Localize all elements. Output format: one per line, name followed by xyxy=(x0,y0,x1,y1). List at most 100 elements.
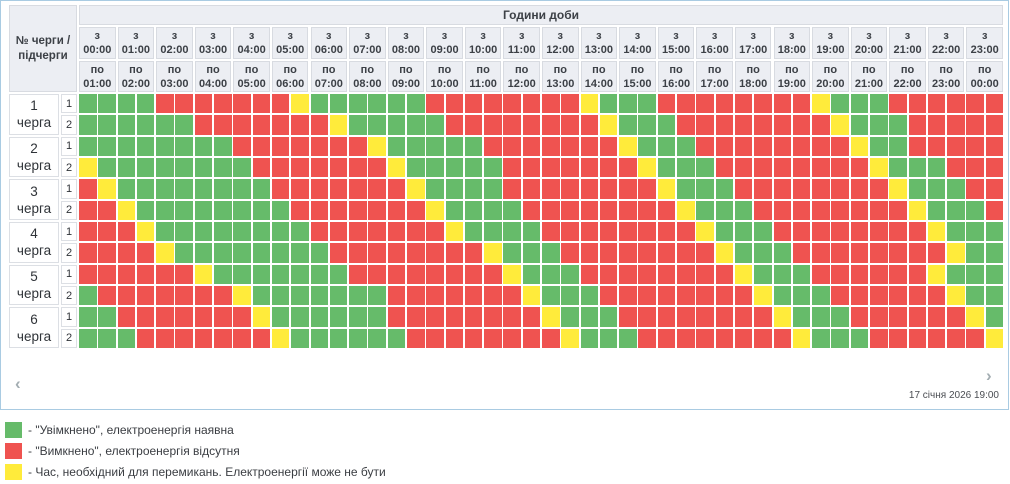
schedule-cell-power-on xyxy=(464,157,483,178)
schedule-cell-power-off xyxy=(291,179,309,199)
schedule-cell-power-off xyxy=(908,94,927,114)
subqueue-label-6-2: 2 xyxy=(61,328,77,348)
schedule-cell-power-on xyxy=(619,94,637,114)
schedule-cell-power-off xyxy=(908,264,927,284)
schedule-cell-power-off xyxy=(580,179,599,199)
schedule-cell-power-on xyxy=(947,264,965,284)
scroll-right-icon[interactable]: › xyxy=(986,366,992,385)
schedule-cell-power-on xyxy=(233,221,251,242)
queue-label-3: 3 черга xyxy=(9,179,59,220)
schedule-cell-power-off xyxy=(619,307,637,327)
hour-to-header: по 05:00 xyxy=(233,61,270,92)
schedule-cell-switching xyxy=(522,285,541,306)
schedule-cell-power-off xyxy=(561,136,579,156)
schedule-cell-power-off xyxy=(966,179,984,199)
schedule-cell-power-on xyxy=(696,200,714,220)
schedule-cell-power-on xyxy=(484,179,502,199)
schedule-cell-switching xyxy=(831,115,849,135)
schedule-cell-power-off xyxy=(715,157,734,178)
schedule-cell-power-off xyxy=(542,115,560,135)
schedule-cell-power-off xyxy=(445,285,464,306)
schedule-cell-power-off xyxy=(484,307,502,327)
schedule-cell-power-off xyxy=(869,200,888,220)
schedule-cell-power-on xyxy=(619,115,637,135)
hour-from-header: з 07:00 xyxy=(349,27,386,59)
schedule-cell-power-on xyxy=(310,243,329,263)
schedule-cell-power-on xyxy=(831,94,849,114)
schedule-cell-power-on xyxy=(561,264,579,284)
hour-from-header: з 06:00 xyxy=(310,27,348,59)
schedule-cell-power-off xyxy=(156,94,174,114)
schedule-cell-power-off xyxy=(175,328,194,348)
schedule-cell-power-off xyxy=(927,115,946,135)
hour-to-header: по 16:00 xyxy=(657,61,695,92)
schedule-cell-power-off xyxy=(561,115,579,135)
schedule-cell-power-off xyxy=(445,115,464,135)
schedule-cell-power-off xyxy=(291,136,309,156)
schedule-cell-power-on xyxy=(194,200,213,220)
schedule-cell-power-off xyxy=(599,200,618,220)
schedule-cell-power-on xyxy=(657,115,676,135)
schedule-cell-power-off xyxy=(445,328,464,348)
schedule-cell-power-off xyxy=(194,94,213,114)
schedule-cell-power-on xyxy=(349,115,367,135)
hour-to-header: по 18:00 xyxy=(734,61,772,92)
schedule-cell-power-off xyxy=(194,115,213,135)
schedule-cell-power-on xyxy=(79,285,97,306)
schedule-cell-power-off xyxy=(734,179,753,199)
hour-to-header: по 20:00 xyxy=(812,61,849,92)
schedule-cell-power-off xyxy=(850,221,869,242)
schedule-cell-switching xyxy=(542,307,560,327)
schedule-cell-power-off xyxy=(638,179,657,199)
schedule-cell-power-off xyxy=(869,264,888,284)
hour-to-header: по 09:00 xyxy=(387,61,425,92)
hour-to-header: по 07:00 xyxy=(310,61,348,92)
schedule-cell-power-on xyxy=(252,221,271,242)
schedule-cell-power-off xyxy=(329,157,348,178)
schedule-cell-power-on xyxy=(812,285,830,306)
schedule-cell-power-on xyxy=(657,136,676,156)
schedule-cell-power-off xyxy=(773,115,792,135)
schedule-cell-power-on xyxy=(464,221,483,242)
schedule-cell-power-off xyxy=(484,94,502,114)
corner-label-line1: № черги / xyxy=(15,34,71,47)
schedule-cell-power-off xyxy=(349,157,367,178)
subqueue-label-1-2: 2 xyxy=(61,115,77,135)
schedule-cell-power-on xyxy=(310,264,329,284)
schedule-cell-power-on xyxy=(869,115,888,135)
schedule-cell-power-off xyxy=(908,328,927,348)
schedule-cell-power-off xyxy=(406,328,425,348)
hour-from-header: з 09:00 xyxy=(426,27,463,59)
schedule-cell-power-on xyxy=(98,94,116,114)
schedule-cell-power-off xyxy=(715,94,734,114)
schedule-cell-switching xyxy=(619,136,637,156)
schedule-cell-power-off xyxy=(406,307,425,327)
schedule-cell-power-off xyxy=(696,94,714,114)
queue-label-5: 5 черга xyxy=(9,264,59,306)
schedule-cell-power-on xyxy=(387,328,406,348)
schedule-cell-power-off xyxy=(889,200,907,220)
schedule-cell-power-off xyxy=(329,136,348,156)
schedule-cell-power-off xyxy=(542,94,560,114)
schedule-cell-power-off xyxy=(522,115,541,135)
schedule-cell-power-off xyxy=(503,157,521,178)
schedule-cell-power-off xyxy=(291,157,309,178)
schedule-cell-power-off xyxy=(792,221,811,242)
schedule-cell-power-on xyxy=(947,221,965,242)
schedule-cell-power-off xyxy=(368,200,386,220)
schedule-cell-switching xyxy=(580,94,599,114)
schedule-cell-power-on xyxy=(79,307,97,327)
schedule-cell-power-off xyxy=(310,157,329,178)
schedule-cell-power-on xyxy=(310,94,329,114)
schedule-cell-power-off xyxy=(869,221,888,242)
schedule-cell-power-off xyxy=(484,264,502,284)
schedule-cell-power-off xyxy=(329,200,348,220)
schedule-cell-power-on xyxy=(908,179,927,199)
schedule-cell-power-off xyxy=(773,136,792,156)
schedule-cell-power-off xyxy=(947,328,965,348)
scroll-left-icon[interactable]: ‹ xyxy=(15,374,21,393)
hours-of-day-title: Години доби xyxy=(79,5,1003,25)
schedule-cell-power-on xyxy=(850,94,869,114)
schedule-cell-power-off xyxy=(869,243,888,263)
schedule-cell-power-off xyxy=(194,285,213,306)
